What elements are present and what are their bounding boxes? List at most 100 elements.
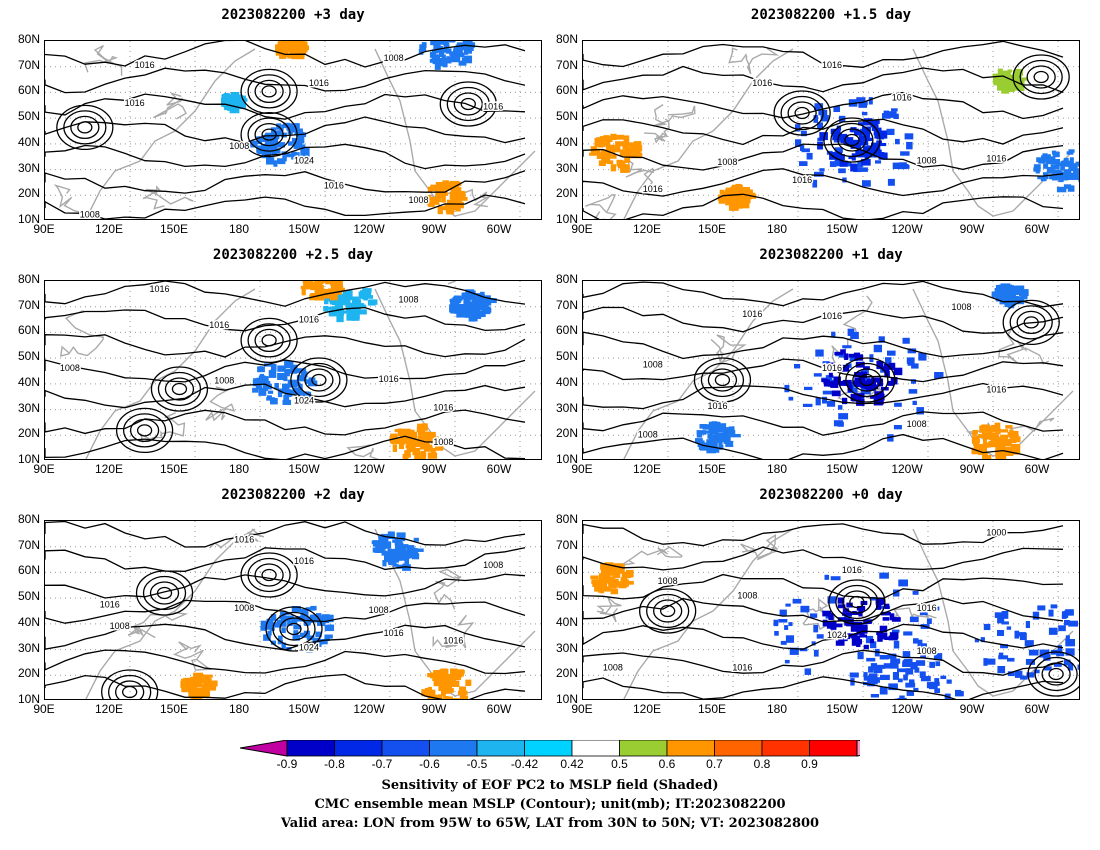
closed-isobar <box>240 68 298 115</box>
closed-isobar <box>122 685 138 699</box>
closed-isobar <box>247 323 291 358</box>
map-area: 1016 1016 1016 1008 1008 1024 1016 1016 1008 1008 <box>44 280 542 460</box>
sensitivity-shading <box>300 281 345 301</box>
lat-tick-label: 40N <box>555 134 578 149</box>
lat-tick-label: 20N <box>17 426 40 441</box>
closed-isobar <box>845 362 889 398</box>
sensitivity-shading <box>449 289 497 322</box>
lon-tick-label: 180 <box>228 702 250 716</box>
closed-isobar <box>115 407 174 454</box>
closed-isobar <box>247 74 291 109</box>
lat-tick-label: 30N <box>17 160 40 175</box>
closed-isobar <box>1012 54 1070 100</box>
closed-isobar <box>859 373 875 387</box>
colorbar-swatch <box>429 739 478 757</box>
contour-label: 1008 <box>60 363 80 373</box>
lon-tick-label: 150W <box>288 462 320 476</box>
closed-isobar <box>787 101 817 125</box>
contour-label: 1016 <box>732 662 752 672</box>
lon-tick-label: 150W <box>826 702 858 716</box>
isobar-contour <box>45 170 526 194</box>
lat-tick-label: 70N <box>17 297 40 312</box>
isobar-contour <box>45 673 526 699</box>
closed-isobar <box>835 584 879 620</box>
closed-isobar <box>1026 65 1056 89</box>
lon-tick-label: 120E <box>94 702 124 716</box>
contour-label: 1008 <box>737 590 757 600</box>
lat-tick-label: 30N <box>555 640 578 655</box>
closed-isobar <box>453 92 483 116</box>
colorbar-swatch <box>476 739 525 757</box>
sensitivity-shading <box>773 572 943 686</box>
isobar-contour <box>583 573 1064 600</box>
colorbar-tick-label: -0.6 <box>419 757 440 771</box>
closed-isobar <box>164 377 195 401</box>
closed-isobar <box>115 680 145 699</box>
closed-isobar <box>693 357 752 403</box>
lat-tick-label: 10N <box>17 452 40 466</box>
closed-isobar <box>823 117 881 163</box>
closed-isobar <box>279 617 309 641</box>
lat-tick-label: 80N <box>555 32 578 46</box>
colorbar-swatch <box>286 739 335 757</box>
isobar-contour <box>583 382 1064 410</box>
closed-isobar <box>156 586 173 600</box>
colorbar: -0.9 -0.8 -0.7 -0.6 -0.5 -0.42 0.42 0.5 0.6 0.7 0.… <box>239 739 903 780</box>
colorbar-swatch <box>524 739 573 757</box>
contour-label: 1016 <box>483 101 503 111</box>
lon-tick-label: 150E <box>697 702 727 716</box>
lat-tick-label: 10N <box>555 692 578 706</box>
closed-isobar <box>794 106 810 120</box>
closed-isobar <box>63 110 107 145</box>
lat-tick-label: 10N <box>17 692 40 706</box>
lat-tick-label: 80N <box>17 512 40 526</box>
lat-tick-label: 60N <box>17 83 40 98</box>
lat-tick-label: 40N <box>555 614 578 629</box>
closed-isobar <box>254 122 284 147</box>
sensitivity-shading <box>421 668 472 699</box>
isobar-contour <box>583 411 1064 436</box>
isobar-contour <box>45 623 526 651</box>
isobar-contour <box>45 281 526 307</box>
lon-tick-label: 60W <box>486 702 512 716</box>
colorbar-tick-label: 0.6 <box>658 757 676 771</box>
lat-tick-label: 80N <box>555 272 578 286</box>
closed-isobar <box>446 86 490 122</box>
closed-isobar <box>56 104 114 151</box>
lat-tick-label: 50N <box>555 589 578 604</box>
contour-label: 1016 <box>309 78 329 88</box>
closed-isobar <box>247 557 291 593</box>
isobar-contour <box>583 676 1064 699</box>
isobar-contour <box>45 194 526 219</box>
lat-tick-label: 50N <box>17 349 40 364</box>
isobar-contour <box>45 93 526 120</box>
lat-tick-label: 60N <box>555 83 578 98</box>
sensitivity-shading <box>180 672 218 699</box>
lon-tick-label: 60W <box>1024 222 1050 236</box>
closed-isobar <box>1023 316 1039 329</box>
sensitivity-shading <box>863 658 964 699</box>
contour-label: 1008 <box>399 295 419 305</box>
isobar-contour <box>45 599 526 624</box>
closed-isobar <box>254 563 284 587</box>
contour-label: 1008 <box>234 603 254 613</box>
sensitivity-shading <box>971 422 1021 459</box>
contour-label: 1008 <box>384 53 404 63</box>
lat-tick-label: 40N <box>17 614 40 629</box>
isobar-contour <box>45 334 526 358</box>
lon-tick-label: 150W <box>288 702 320 716</box>
lon-tick-label: 150E <box>159 222 189 236</box>
lon-tick-label: 120W <box>353 462 385 476</box>
coastline <box>53 44 536 219</box>
colorbar-swatches <box>239 739 903 757</box>
lon-tick-label: 120W <box>891 222 923 236</box>
contour-label: 1008 <box>951 302 971 312</box>
lon-tick-label: 120E <box>94 222 124 236</box>
contour-label: 1016 <box>125 98 145 108</box>
closed-isobar <box>837 128 867 152</box>
closed-isobar <box>849 595 865 609</box>
isobar-contour <box>583 433 1064 459</box>
isobar-contour <box>583 546 1064 571</box>
closed-isobar <box>77 121 93 134</box>
contour-label: 1024 <box>827 630 847 640</box>
